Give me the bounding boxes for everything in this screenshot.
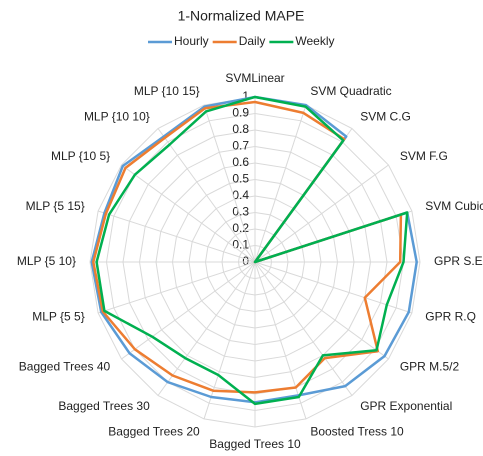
r-tick-label: 0.7 [232, 139, 249, 153]
spoke [157, 128, 256, 263]
spoke [121, 164, 256, 263]
spoke [254, 164, 389, 263]
category-label: Bagged Trees 10 [209, 437, 301, 451]
r-tick-label: 1 [242, 89, 249, 103]
category-label: Bagged Trees 20 [108, 424, 200, 438]
category-label: MLP {5 10} [17, 254, 76, 268]
category-label: MLP {5 5} [32, 309, 85, 323]
spoke [254, 261, 307, 420]
spoke [254, 261, 389, 360]
legend-label: Weekly [295, 34, 334, 48]
legend-label: Daily [239, 34, 266, 48]
spoke [254, 261, 353, 396]
r-tick-label: 0.2 [232, 221, 249, 235]
spoke [97, 261, 256, 314]
category-label: GPR R.Q [425, 309, 476, 323]
r-tick-label: 0.4 [232, 188, 249, 202]
r-tick-label: 0.1 [232, 238, 249, 252]
spoke [97, 210, 256, 263]
legend-label: Hourly [174, 34, 209, 48]
r-tick-label: 0 [242, 254, 249, 268]
category-label: GPR S.E [434, 254, 483, 268]
category-label: MLP {10 5} [51, 149, 110, 163]
legend: Hourly Daily Weekly [148, 34, 334, 48]
spoke [157, 261, 256, 396]
category-label: MLP {10 15} [134, 84, 200, 98]
category-label: MLP {5 15} [26, 199, 85, 213]
spoke [203, 261, 256, 420]
category-label: SVM Cubic [425, 199, 483, 213]
r-tick-label: 0.5 [232, 172, 249, 186]
r-tick-label: 0.3 [232, 205, 249, 219]
category-label: SVMLinear [225, 71, 284, 85]
category-label: SVM F.G [400, 149, 448, 163]
category-label: MLP {10 10} [84, 109, 150, 123]
category-label: SVM C.G [360, 109, 411, 123]
r-tick-label: 0.6 [232, 155, 249, 169]
category-label: GPR Exponential [360, 399, 452, 413]
spoke [121, 261, 256, 360]
series-line [95, 95, 409, 406]
category-label: SVM Quadratic [310, 84, 391, 98]
chart-title: 1-Normalized MAPE [178, 8, 305, 24]
spoke [254, 104, 307, 263]
category-label: Boosted Tress 10 [310, 424, 404, 438]
r-tick-label: 0.9 [232, 106, 249, 120]
category-label: Bagged Trees 40 [19, 359, 111, 373]
category-label: GPR M.5/2 [400, 359, 460, 373]
spoke [203, 104, 256, 263]
r-tick-label: 0.8 [232, 122, 249, 136]
category-label: Bagged Trees 30 [58, 399, 150, 413]
